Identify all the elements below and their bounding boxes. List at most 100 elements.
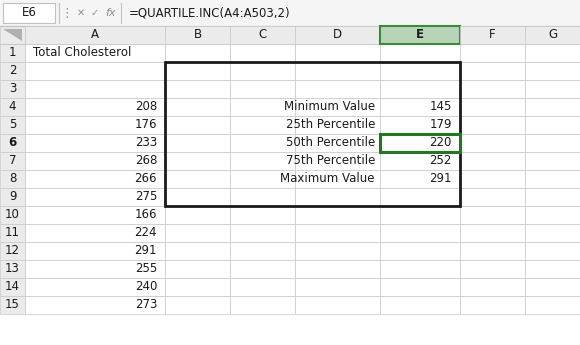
Text: 25th Percentile: 25th Percentile	[285, 118, 375, 131]
Bar	[0, 26, 25, 44]
Text: 2: 2	[9, 65, 16, 78]
Bar	[525, 44, 580, 62]
Bar	[25, 152, 165, 170]
Bar	[295, 296, 380, 314]
Bar	[25, 170, 165, 188]
Text: 14: 14	[5, 280, 20, 294]
Bar	[165, 44, 230, 62]
Bar	[230, 44, 295, 62]
Bar	[460, 80, 525, 98]
Text: 291: 291	[135, 245, 157, 257]
Bar	[525, 116, 580, 134]
Bar	[230, 188, 295, 206]
Text: E6: E6	[21, 7, 37, 20]
Text: A: A	[91, 29, 99, 41]
Bar	[165, 134, 230, 152]
Text: =QUARTILE.INC(A4:A503,2): =QUARTILE.INC(A4:A503,2)	[129, 7, 291, 20]
Bar	[0, 98, 25, 116]
Bar	[295, 260, 380, 278]
Bar	[230, 62, 295, 80]
Bar	[460, 188, 525, 206]
Bar	[25, 260, 165, 278]
Bar	[525, 206, 580, 224]
Bar	[0, 44, 25, 62]
Bar	[380, 260, 460, 278]
Text: 220: 220	[430, 137, 452, 149]
Text: Total Cholesterol: Total Cholesterol	[33, 47, 132, 59]
Text: 12: 12	[5, 245, 20, 257]
Text: 50th Percentile: 50th Percentile	[286, 137, 375, 149]
Bar	[380, 62, 460, 80]
Bar	[0, 134, 25, 152]
Text: ✓: ✓	[91, 8, 99, 18]
Bar	[295, 224, 380, 242]
Text: Maximum Value: Maximum Value	[281, 172, 375, 186]
Bar	[460, 206, 525, 224]
Bar	[380, 134, 460, 152]
Bar	[165, 296, 230, 314]
Text: ✕: ✕	[77, 8, 85, 18]
Bar	[380, 152, 460, 170]
Text: 233: 233	[135, 137, 157, 149]
Bar	[0, 80, 25, 98]
Bar	[295, 188, 380, 206]
Bar	[380, 296, 460, 314]
Text: 179: 179	[430, 118, 452, 131]
Text: 8: 8	[9, 172, 16, 186]
Bar	[380, 80, 460, 98]
Bar	[380, 206, 460, 224]
Bar	[25, 44, 165, 62]
Bar	[525, 278, 580, 296]
Bar	[460, 242, 525, 260]
Bar	[230, 152, 295, 170]
Bar	[25, 188, 165, 206]
Bar	[165, 278, 230, 296]
Bar	[230, 224, 295, 242]
Bar	[165, 152, 230, 170]
Text: B: B	[194, 29, 202, 41]
Text: 291: 291	[430, 172, 452, 186]
Text: 75th Percentile: 75th Percentile	[285, 155, 375, 168]
Text: D: D	[333, 29, 342, 41]
Bar	[525, 296, 580, 314]
Bar	[525, 170, 580, 188]
Bar	[295, 98, 380, 116]
Bar	[0, 62, 25, 80]
Bar	[380, 134, 460, 152]
Bar	[295, 62, 380, 80]
Bar	[230, 278, 295, 296]
Bar	[165, 188, 230, 206]
Bar	[0, 260, 25, 278]
Text: 268: 268	[135, 155, 157, 168]
Bar	[380, 278, 460, 296]
Text: 15: 15	[5, 298, 20, 312]
Bar	[25, 26, 165, 44]
Bar	[295, 278, 380, 296]
Bar	[165, 170, 230, 188]
Text: 3: 3	[9, 82, 16, 96]
Text: F: F	[489, 29, 496, 41]
Text: 6: 6	[8, 137, 17, 149]
Bar	[0, 278, 25, 296]
Text: 9: 9	[9, 190, 16, 204]
Bar	[230, 260, 295, 278]
Bar	[165, 206, 230, 224]
Text: 240: 240	[135, 280, 157, 294]
Bar	[380, 224, 460, 242]
Text: 224: 224	[135, 227, 157, 239]
Text: E: E	[416, 29, 424, 41]
Bar	[380, 188, 460, 206]
Bar	[165, 260, 230, 278]
Bar	[25, 242, 165, 260]
Text: ⋮: ⋮	[61, 7, 73, 20]
Bar	[460, 134, 525, 152]
Bar	[25, 98, 165, 116]
Bar	[230, 170, 295, 188]
Bar	[165, 242, 230, 260]
Bar	[165, 98, 230, 116]
Bar	[230, 134, 295, 152]
Bar	[25, 134, 165, 152]
Bar	[295, 80, 380, 98]
Bar	[295, 152, 380, 170]
Text: 10: 10	[5, 208, 20, 221]
